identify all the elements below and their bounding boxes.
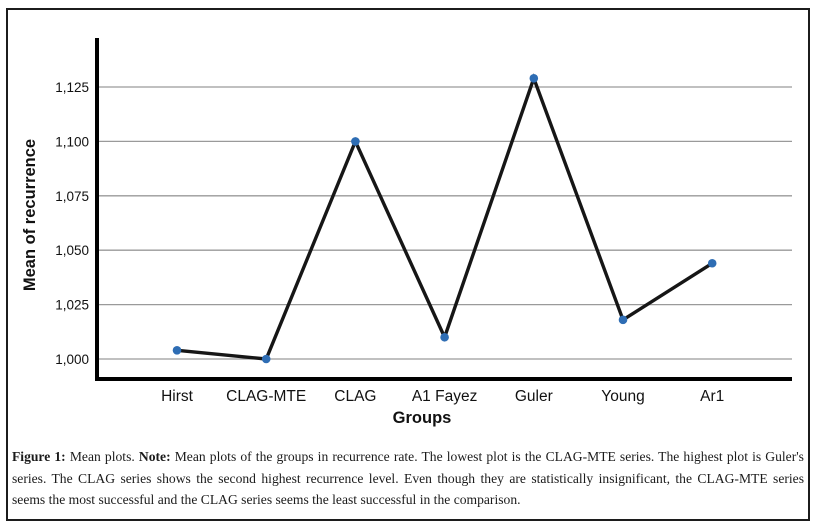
x-tick-label: A1 Fayez: [412, 388, 477, 405]
y-tick-label: 1,100: [55, 134, 89, 149]
x-tick-label: Young: [601, 388, 644, 405]
figure-caption: Figure 1: Mean plots. Note: Mean plots o…: [12, 446, 804, 511]
x-tick-label: CLAG-MTE: [226, 388, 306, 405]
y-tick-label: 1,075: [55, 189, 89, 204]
caption-figure-label: Figure 1:: [12, 449, 70, 464]
y-tick-label: 1,050: [55, 243, 89, 258]
x-axis-title: Groups: [393, 409, 452, 427]
data-point-a1-fayez: [440, 332, 449, 342]
gridline-layer: [99, 86, 792, 360]
figure-border-frame: 1,000 1,025 1,050 1,075 1,100 1,125 Hirst CLAG…: [6, 8, 810, 521]
data-point-ar1: [707, 258, 717, 268]
caption-note-text: Mean plots of the groups in recurrence r…: [12, 449, 804, 507]
x-tick-label: Ar1: [700, 388, 724, 405]
y-axis-title: Mean of recurrence: [21, 139, 39, 291]
data-point-guler: [529, 73, 539, 83]
y-tick-label: 1,025: [55, 298, 89, 313]
x-tick-label: Hirst: [161, 388, 194, 405]
data-point-young: [618, 315, 628, 325]
caption-intro: Mean plots.: [69, 449, 139, 464]
mean-plot-chart: 1,000 1,025 1,050 1,075 1,100 1,125 Hirst CLAG…: [21, 38, 792, 427]
data-point-hirst: [172, 345, 182, 355]
x-tick-label: CLAG: [334, 388, 376, 405]
data-point-clag: [351, 137, 360, 146]
axis-layer: [95, 38, 792, 381]
x-tick-labels: Hirst CLAG-MTE CLAG A1 Fayez Guler Young Ar1: [161, 388, 724, 405]
x-tick-label: Guler: [515, 388, 553, 405]
y-tick-labels: 1,000 1,025 1,050 1,075 1,100 1,125: [55, 80, 89, 367]
series-layer: [172, 73, 717, 364]
caption-note-label: Note:: [138, 449, 175, 464]
y-tick-label: 1,125: [55, 80, 89, 95]
series-line: [176, 73, 714, 361]
y-tick-label: 1,000: [55, 352, 89, 367]
data-point-clag-mte: [261, 354, 271, 364]
